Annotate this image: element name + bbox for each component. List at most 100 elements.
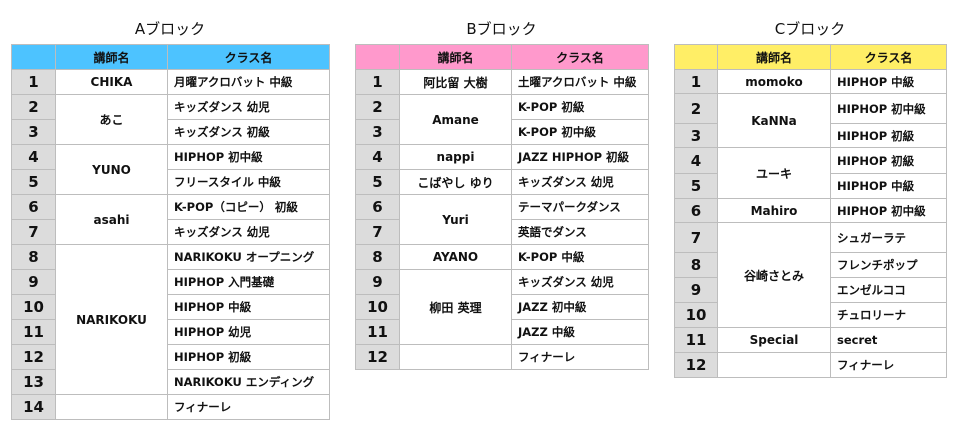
- teacher-name: nappi: [399, 144, 512, 170]
- header-num: [674, 44, 718, 70]
- row-number: 9: [355, 269, 400, 295]
- row-number: 5: [355, 169, 400, 195]
- header-teacher: 講師名: [399, 44, 512, 70]
- class-name: シュガーラテ: [830, 222, 947, 253]
- teacher-name: Yuri: [399, 194, 512, 245]
- header-teacher: 講師名: [717, 44, 831, 70]
- class-name: フリースタイル 中級: [167, 169, 330, 195]
- class-name: HIPHOP 初中級: [830, 198, 947, 223]
- row-number: 8: [11, 244, 56, 270]
- table-row: 11 Special secret: [674, 327, 947, 353]
- class-name: K-POP 初級: [511, 94, 649, 120]
- header-row: 講師名 クラス名: [11, 44, 330, 70]
- table-row: 9 HIPHOP 入門基礎: [11, 269, 330, 295]
- teacher-name: 阿比留 大樹: [399, 69, 512, 95]
- row-number: 2: [355, 94, 400, 120]
- header-row: 講師名 クラス名: [355, 44, 649, 70]
- class-name: HIPHOP 入門基礎: [167, 269, 330, 295]
- table-row: 3 キッズダンス 初級: [11, 119, 330, 145]
- class-name: フィナーレ: [830, 352, 947, 378]
- table-row: 9 柳田 英理 キッズダンス 幼児: [355, 269, 649, 345]
- table-row: 9 エンゼルココ: [674, 277, 947, 303]
- table-row: 1 momoko HIPHOP 中級: [674, 69, 947, 94]
- row-number: 2: [674, 93, 718, 124]
- class-name: HIPHOP 初中級: [167, 144, 330, 170]
- row-number: 1: [674, 69, 718, 94]
- teacher-name: [717, 352, 831, 378]
- block-title: Cブロック: [774, 20, 846, 38]
- row-number: 6: [355, 194, 400, 220]
- table-row: 3 HIPHOP 初級: [674, 123, 947, 148]
- table-row: 7 キッズダンス 幼児: [11, 219, 330, 245]
- class-name: NARIKOKU エンディング: [167, 369, 330, 395]
- class-name: NARIKOKU オープニング: [167, 244, 330, 270]
- class-name: テーマパークダンス: [511, 194, 649, 220]
- class-name: キッズダンス 幼児: [167, 219, 330, 245]
- table-row: 2 KaNNa HIPHOP 初中級: [674, 93, 947, 148]
- header-num: [11, 44, 56, 70]
- table-row: 4 YUNO HIPHOP 初中級: [11, 144, 330, 195]
- class-name: キッズダンス 初級: [167, 119, 330, 145]
- table-row: 4 ユーキ HIPHOP 初級: [674, 147, 947, 199]
- schedule-table: 講師名 クラス名 1 momoko HIPHOP 中級 2 KaNNa HIPHOP 初中級 3…: [674, 44, 947, 378]
- header-teacher: 講師名: [55, 44, 168, 70]
- teacher-name: momoko: [717, 69, 831, 94]
- schedule-table: 講師名 クラス名 1 阿比留 大樹 土曜アクロバット 中級 2 Amane K-POP 初級 3…: [355, 44, 649, 370]
- teacher-name: YUNO: [55, 144, 168, 195]
- row-number: 10: [674, 302, 718, 328]
- row-number: 1: [355, 69, 400, 95]
- table-row: 12 HIPHOP 初級: [11, 344, 330, 370]
- table-row: 4 nappi JAZZ HIPHOP 初級: [355, 144, 649, 170]
- row-number: 12: [11, 344, 56, 370]
- class-name: HIPHOP 初級: [830, 147, 947, 174]
- teacher-name: Amane: [399, 94, 512, 145]
- row-number: 4: [674, 147, 718, 174]
- row-number: 2: [11, 94, 56, 120]
- table-row: 12 フィナーレ: [355, 344, 649, 370]
- class-name: フィナーレ: [167, 394, 330, 420]
- teacher-name: AYANO: [399, 244, 512, 270]
- teacher-name: 柳田 英理: [399, 269, 512, 345]
- row-number: 6: [11, 194, 56, 220]
- class-name: 英語でダンス: [511, 219, 649, 245]
- row-number: 12: [674, 352, 718, 378]
- table-row: 7 英語でダンス: [355, 219, 649, 245]
- row-number: 11: [355, 319, 400, 345]
- teacher-name: 谷崎さとみ: [717, 222, 831, 328]
- table-row: 6 Mahiro HIPHOP 初中級: [674, 198, 947, 223]
- header-row: 講師名 クラス名: [674, 44, 947, 70]
- teacher-name: あこ: [55, 94, 168, 145]
- row-number: 3: [674, 123, 718, 148]
- teacher-name: Mahiro: [717, 198, 831, 223]
- row-number: 11: [11, 319, 56, 345]
- class-name: JAZZ 初中級: [511, 294, 649, 320]
- teacher-name: ユーキ: [717, 147, 831, 199]
- table-row: 5 フリースタイル 中級: [11, 169, 330, 195]
- row-number: 9: [674, 277, 718, 303]
- class-name: HIPHOP 初中級: [830, 93, 947, 124]
- row-number: 3: [11, 119, 56, 145]
- table-row: 11 JAZZ 中級: [355, 319, 649, 345]
- table-row: 2 あこ キッズダンス 幼児: [11, 94, 330, 145]
- teacher-name: Special: [717, 327, 831, 353]
- class-name: 月曜アクロバット 中級: [167, 69, 330, 95]
- row-number: 6: [674, 198, 718, 223]
- class-name: キッズダンス 幼児: [511, 269, 649, 295]
- class-name: 土曜アクロバット 中級: [511, 69, 649, 95]
- class-name: K-POP（コピー） 初級: [167, 194, 330, 220]
- class-name: フレンチポップ: [830, 252, 947, 278]
- class-name: HIPHOP 中級: [167, 294, 330, 320]
- table-row: 11 HIPHOP 幼児: [11, 319, 330, 345]
- class-name: HIPHOP 中級: [830, 173, 947, 199]
- header-class: クラス名: [830, 44, 947, 70]
- row-number: 7: [11, 219, 56, 245]
- class-name: secret: [830, 327, 947, 353]
- class-name: キッズダンス 幼児: [167, 94, 330, 120]
- row-number: 8: [355, 244, 400, 270]
- row-number: 4: [11, 144, 56, 170]
- schedule-table: 講師名 クラス名 1 CHIKA 月曜アクロバット 中級 2 あこ キッズダンス 幼児 3 キッズ…: [11, 44, 330, 420]
- row-number: 10: [355, 294, 400, 320]
- table-row: 12 フィナーレ: [674, 352, 947, 378]
- class-name: HIPHOP 初級: [167, 344, 330, 370]
- teacher-name: [55, 394, 168, 420]
